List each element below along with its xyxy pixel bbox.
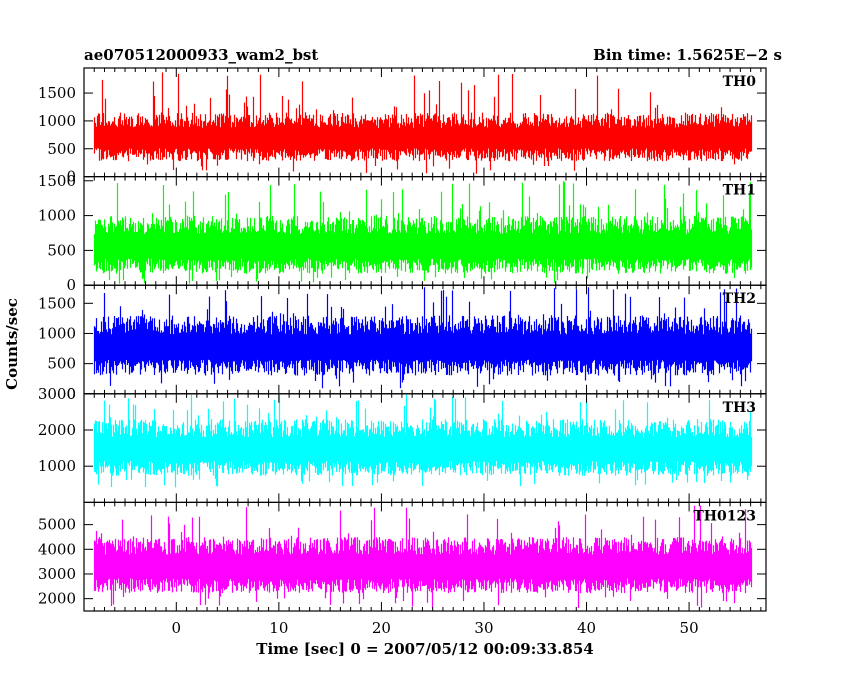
panel-th0: 0 500 1000 1500 TH0 (38, 67, 767, 186)
y-tick-label: 1500 (38, 294, 76, 312)
y-tick-label: 500 (47, 241, 76, 259)
y-tick-label: 1000 (38, 112, 76, 130)
y-tick-label: 500 (47, 140, 76, 158)
y-tick-label: 0 (66, 168, 76, 186)
panel-label: TH3 (723, 400, 756, 416)
x-tick-label: 40 (577, 619, 596, 637)
x-tick-label: 10 (269, 619, 288, 637)
y-tick-label: 3000 (38, 385, 76, 403)
x-axis-title: Time [sec] 0 = 2007/05/12 00:09:33.854 (256, 640, 593, 658)
panel-label: TH0123 (693, 508, 756, 524)
y-tick-label: 1000 (38, 457, 76, 475)
y-tick-label: 3000 (38, 565, 76, 583)
series-line-th3 (93, 394, 753, 488)
panel-th2: 0 500 1000 1500 TH2 (38, 284, 767, 403)
panel-th3: 1000 2000 3000 TH3 (38, 385, 767, 503)
y-tick-label: 1500 (38, 172, 76, 190)
y-tick-label: 0 (66, 385, 76, 403)
y-axis-title: Counts/sec (3, 298, 21, 390)
panel-th0123: 2000 3000 4000 5000 TH0123 (38, 501, 767, 612)
panel-label: TH0 (723, 74, 757, 90)
bin-time-label: Bin time: 1.5625E−2 s (593, 46, 782, 64)
x-tick-label: 50 (680, 619, 699, 637)
series-line-th0 (93, 72, 753, 174)
panel-label: TH1 (723, 183, 756, 199)
panel-th1: 0 500 1000 1500 TH1 (38, 172, 767, 294)
panel-frame (83, 501, 767, 612)
series-line-th2 (93, 287, 753, 389)
x-tick-label: 0 (172, 619, 182, 637)
y-tick-label: 5000 (38, 516, 76, 534)
x-tick-label: 30 (474, 619, 493, 637)
x-tick-label: 20 (372, 619, 391, 637)
y-tick-label: 2000 (38, 421, 76, 439)
y-tick-label: 1000 (38, 324, 76, 342)
y-tick-label: 500 (47, 355, 76, 373)
chart-title: ae070512000933_wam2_bst (84, 46, 318, 64)
y-tick-label: 2000 (38, 590, 76, 608)
panel-label: TH2 (723, 291, 756, 307)
y-tick-label: 0 (66, 276, 76, 294)
panels-group: 050010001500TH0050010001500TH10500100015… (38, 67, 767, 637)
y-tick-label: 1500 (38, 84, 76, 102)
y-tick-label: 1000 (38, 207, 76, 225)
series-line-th1 (93, 181, 753, 284)
y-tick-label: 4000 (38, 540, 76, 558)
series-line-th0123 (93, 505, 753, 609)
